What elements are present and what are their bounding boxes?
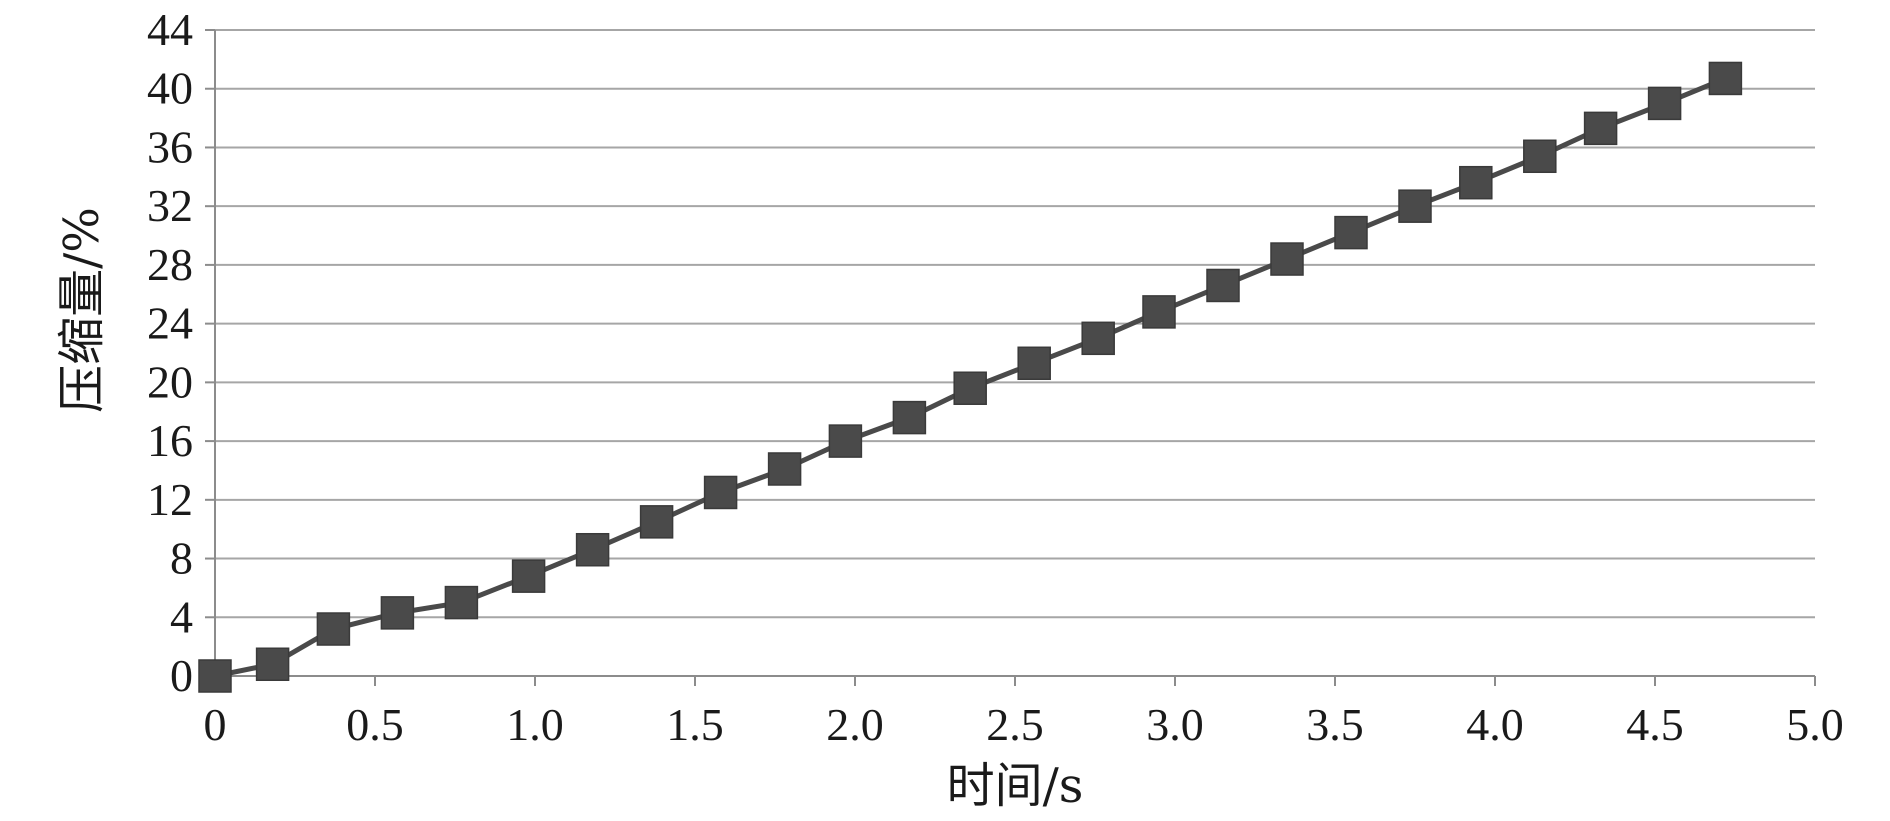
data-point xyxy=(1206,268,1240,303)
x-tick-label: 2.0 xyxy=(826,699,884,750)
data-point xyxy=(1523,139,1557,174)
data-point xyxy=(1459,165,1493,200)
y-tick-label: 40 xyxy=(147,63,193,114)
x-tick-label: 5.0 xyxy=(1786,699,1844,750)
y-tick-label: 8 xyxy=(170,533,193,584)
x-axis-title: 时间/s xyxy=(947,758,1084,814)
data-point xyxy=(444,585,479,620)
x-tick-label: 4.0 xyxy=(1466,699,1524,750)
data-point xyxy=(1708,61,1743,96)
data-point xyxy=(1142,295,1176,329)
data-point xyxy=(575,532,610,567)
data-point xyxy=(198,659,232,693)
data-point xyxy=(380,596,415,630)
data-point xyxy=(953,371,987,405)
y-tick-label: 24 xyxy=(147,298,193,349)
data-point xyxy=(703,475,738,510)
data-point xyxy=(639,505,674,539)
y-tick-label: 20 xyxy=(147,356,193,407)
x-tick-label: 0.5 xyxy=(346,699,404,750)
x-tick-label: 3.5 xyxy=(1306,699,1364,750)
x-tick-label: 2.5 xyxy=(986,699,1044,750)
y-axis-title: 压缩量/% xyxy=(54,207,110,413)
tick-labels: 0 4 8 12 16 20 24 28 32 36 40 44 0 0.5 1.0 1.5 2.0 2.5 3.0… xyxy=(147,4,1844,750)
data-point xyxy=(1398,189,1432,223)
x-tick-label: 1.0 xyxy=(506,699,564,750)
y-tick-label: 16 xyxy=(147,415,193,466)
y-tick-label: 12 xyxy=(147,474,193,525)
data-point xyxy=(828,424,863,458)
x-tick-label: 4.5 xyxy=(1626,699,1684,750)
x-tick-label: 0 xyxy=(204,699,227,750)
x-tick-label: 1.5 xyxy=(666,699,724,750)
data-point xyxy=(1017,346,1051,381)
data-point xyxy=(511,559,546,593)
y-tick-label: 0 xyxy=(170,650,193,701)
data-point xyxy=(1647,86,1682,121)
data-point xyxy=(255,647,290,682)
data-point xyxy=(1583,111,1618,146)
data-point xyxy=(767,452,802,486)
y-tick-label: 36 xyxy=(147,121,193,172)
y-tick-label: 32 xyxy=(147,180,193,231)
x-tick-label: 3.0 xyxy=(1146,699,1204,750)
y-tick-label: 28 xyxy=(147,239,193,290)
data-point xyxy=(1334,215,1368,250)
data-point xyxy=(316,612,351,646)
gridlines xyxy=(215,29,1815,619)
y-tick-label: 4 xyxy=(170,591,193,642)
data-point xyxy=(892,400,927,435)
data-point xyxy=(1270,242,1304,276)
data-series xyxy=(198,61,1743,693)
data-point xyxy=(1081,321,1115,356)
y-tick-label: 44 xyxy=(147,4,193,55)
